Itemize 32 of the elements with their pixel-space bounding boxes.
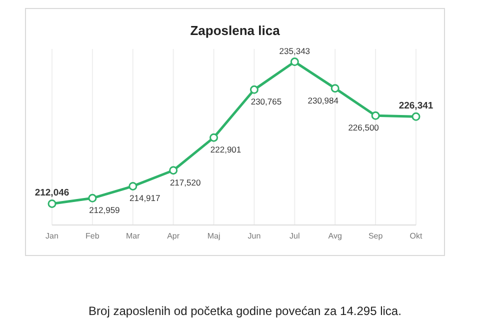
point bbox=[290, 58, 299, 66]
data-label: 217,520 bbox=[170, 177, 201, 188]
point bbox=[330, 84, 340, 93]
x-tick-label: Jul bbox=[290, 232, 300, 241]
point bbox=[371, 111, 380, 120]
x-tick-label: Maj bbox=[207, 232, 220, 241]
point bbox=[48, 199, 56, 208]
point bbox=[210, 133, 218, 142]
point bbox=[412, 112, 420, 121]
chart-title: Zaposlena lica bbox=[189, 23, 281, 38]
x-tick-label: Apr bbox=[167, 232, 180, 241]
data-label: 212,959 bbox=[89, 205, 120, 216]
x-tick-label: Feb bbox=[86, 232, 100, 241]
data-label: 226,500 bbox=[348, 122, 380, 133]
x-tick-label: Okt bbox=[410, 232, 423, 241]
data-label: 212,046 bbox=[34, 188, 70, 199]
data-label: 230,765 bbox=[250, 96, 282, 107]
point bbox=[169, 166, 178, 175]
text: Broj zaposlenih od početka godine povećan za 14.295 lica. bbox=[88, 304, 402, 318]
data-label: 214,917 bbox=[130, 193, 161, 204]
point bbox=[88, 194, 97, 202]
x-tick-label: Avg bbox=[328, 232, 342, 241]
point bbox=[128, 182, 138, 190]
x-tick-label: Jan bbox=[46, 232, 58, 241]
point bbox=[250, 85, 258, 94]
x-tick-label: Mar bbox=[126, 232, 140, 241]
data-label: 235,343 bbox=[279, 46, 310, 56]
data-label: 226,341 bbox=[398, 100, 434, 112]
x-tick-label: Sep bbox=[368, 232, 384, 241]
data-label: 222,901 bbox=[210, 144, 242, 155]
data-label: 230,984 bbox=[308, 95, 339, 106]
x-tick-label: Jun bbox=[248, 232, 261, 241]
